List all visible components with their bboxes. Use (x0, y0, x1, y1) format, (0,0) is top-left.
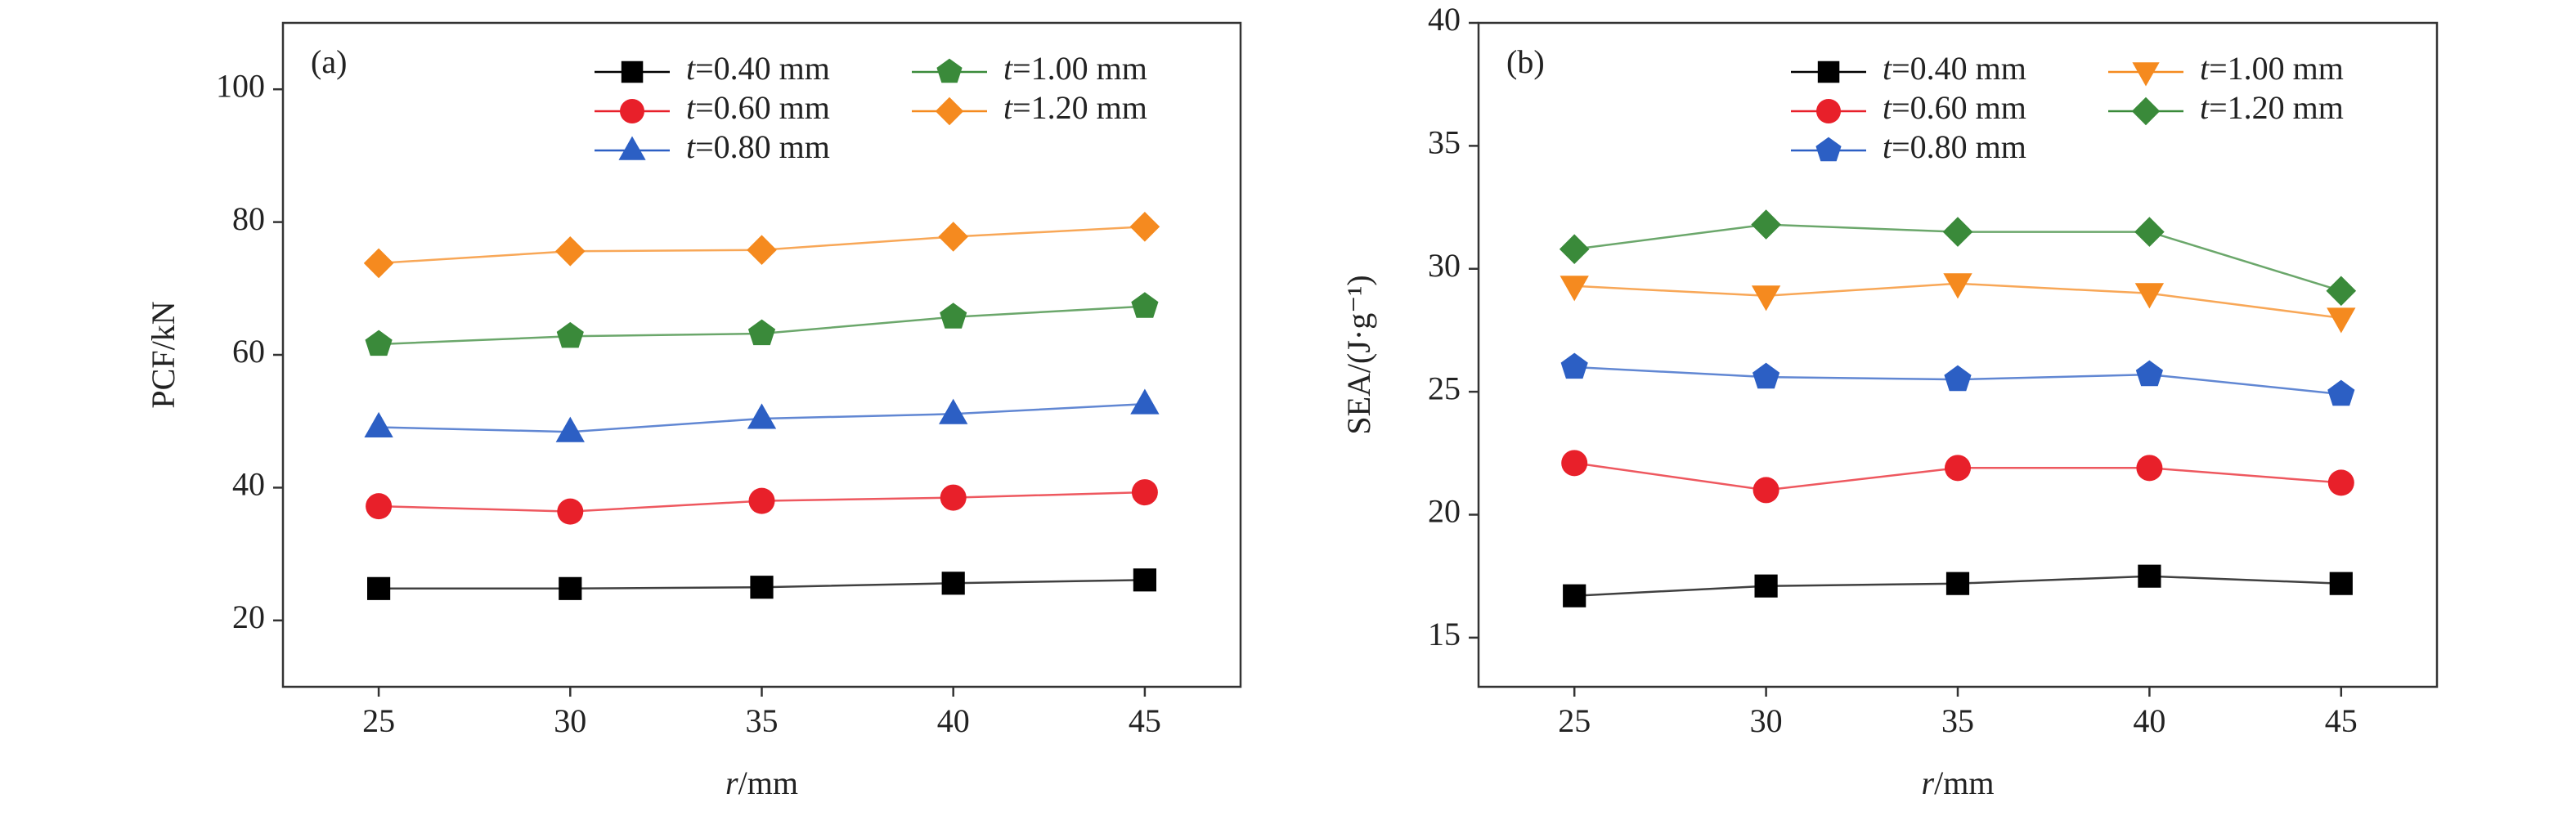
x-tick-label: 35 (1941, 702, 1974, 739)
marker (1561, 450, 1588, 477)
legend-label: t=1.00 mm (1003, 50, 1147, 87)
y-axis-label: SEA/(J·g⁻¹) (1340, 275, 1377, 434)
y-tick-label: 30 (1428, 247, 1461, 284)
marker (750, 576, 774, 599)
marker (2138, 564, 2161, 588)
x-tick-label: 40 (937, 702, 970, 739)
marker (1751, 209, 1781, 240)
y-tick-label: 35 (1428, 124, 1461, 161)
marker (1560, 276, 1589, 302)
marker (747, 235, 777, 266)
legend-marker (621, 61, 644, 83)
marker (1560, 352, 1588, 379)
marker (2134, 283, 2165, 309)
marker (1751, 285, 1781, 312)
marker (2134, 217, 2165, 247)
legend-marker (1817, 61, 1840, 83)
x-tick-label: 25 (362, 702, 395, 739)
marker (1943, 273, 1972, 299)
marker (940, 303, 967, 329)
marker (1945, 455, 1971, 482)
legend-marker (935, 96, 964, 126)
marker (1752, 362, 1780, 389)
marker (363, 248, 394, 279)
marker (1131, 292, 1159, 318)
legend-marker (1815, 137, 1842, 162)
marker (1130, 388, 1160, 415)
x-tick-label: 45 (1129, 702, 1161, 739)
marker (1945, 572, 1970, 595)
marker (1754, 574, 1778, 598)
marker (555, 416, 585, 442)
legend-marker (1816, 99, 1841, 123)
marker (2135, 360, 2163, 387)
marker (747, 319, 776, 346)
marker (1131, 479, 1158, 506)
marker (938, 222, 969, 252)
legend-label: t=0.60 mm (1883, 89, 2026, 126)
legend-marker (2131, 96, 2161, 126)
marker (1129, 211, 1160, 242)
marker (367, 576, 391, 600)
legend-marker (2132, 62, 2160, 87)
y-tick-label: 15 (1428, 616, 1461, 652)
marker (1944, 365, 1972, 392)
marker (1752, 477, 1779, 504)
y-tick-label: 20 (232, 599, 265, 635)
y-tick-label: 20 (1428, 493, 1461, 530)
marker (364, 411, 393, 437)
marker (1563, 584, 1586, 608)
x-tick-label: 30 (1750, 702, 1783, 739)
marker (554, 235, 586, 267)
x-tick-label: 40 (2133, 702, 2165, 739)
x-tick-label: 30 (554, 702, 586, 739)
marker (748, 487, 775, 514)
marker (2327, 469, 2354, 496)
marker (366, 493, 393, 520)
marker (939, 398, 968, 424)
x-tick-label: 45 (2325, 702, 2358, 739)
panel-label: (b) (1506, 43, 1545, 80)
x-tick-label: 25 (1558, 702, 1591, 739)
y-tick-label: 25 (1428, 370, 1461, 406)
y-tick-label: 100 (216, 67, 265, 104)
legend-label: t=0.40 mm (686, 50, 830, 87)
marker (2329, 572, 2353, 595)
legend-label: t=0.60 mm (686, 89, 830, 126)
legend-label: t=1.20 mm (2200, 89, 2344, 126)
panel-label: (a) (311, 43, 347, 80)
x-tick-label: 35 (746, 702, 779, 739)
legend-marker (936, 58, 963, 83)
marker (2327, 307, 2356, 334)
legend-label: t=0.80 mm (686, 128, 830, 165)
marker (2136, 455, 2163, 482)
marker (941, 572, 965, 595)
marker (559, 576, 582, 600)
marker (1133, 568, 1156, 592)
marker (2326, 276, 2357, 307)
legend-label: t=1.20 mm (1003, 89, 1147, 126)
legend-label: t=0.40 mm (1883, 50, 2026, 87)
marker (365, 330, 393, 356)
legend-label: t=1.00 mm (2200, 50, 2344, 87)
legend-marker (620, 99, 644, 123)
y-tick-label: 60 (232, 333, 265, 370)
y-tick-label: 40 (1428, 1, 1461, 38)
y-tick-label: 80 (232, 200, 265, 237)
marker (2327, 379, 2355, 406)
marker (747, 403, 777, 429)
y-tick-label: 40 (232, 466, 265, 503)
marker (556, 321, 584, 348)
marker (557, 498, 584, 525)
x-axis-label: r/mm (1922, 764, 1995, 801)
marker (1942, 217, 1973, 247)
legend-marker (618, 136, 646, 160)
x-axis-label: r/mm (725, 764, 798, 801)
legend-label: t=0.80 mm (1883, 128, 2026, 165)
marker (1559, 234, 1590, 265)
marker (940, 484, 967, 511)
y-axis-label: PCF/kN (145, 301, 182, 408)
